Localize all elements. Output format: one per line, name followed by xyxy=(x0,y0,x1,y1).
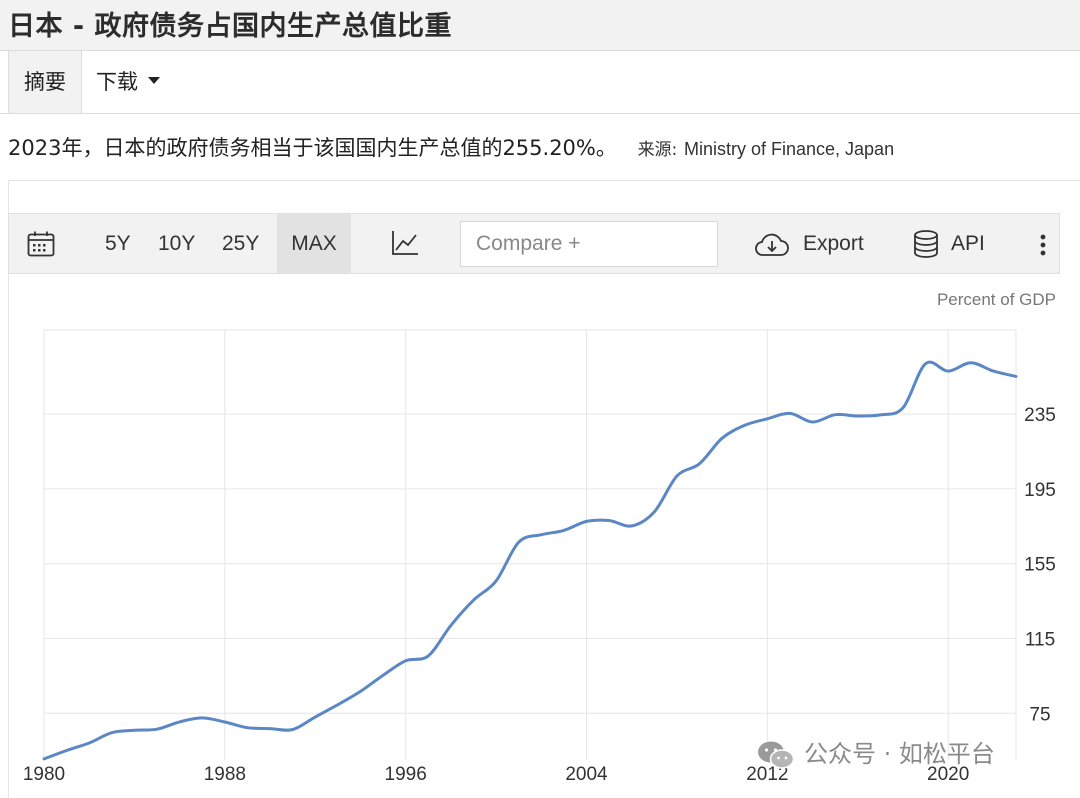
range-10y[interactable]: 10Y xyxy=(158,232,196,255)
range-25y[interactable]: 25Y xyxy=(222,232,260,255)
more-vertical-icon[interactable] xyxy=(1039,233,1047,261)
series-layer xyxy=(42,360,1018,761)
tab-download[interactable]: 下载 xyxy=(96,51,160,113)
tab-download-label: 下载 xyxy=(96,70,138,94)
y-tick-label: 235 xyxy=(1024,405,1056,426)
caret-down-icon xyxy=(148,76,160,84)
tab-summary[interactable]: 摘要 xyxy=(8,51,82,113)
grid-lines xyxy=(43,329,1017,760)
watermark: 公众号 · 如松平台 xyxy=(756,736,995,772)
x-tick-label: 2012 xyxy=(746,764,788,785)
y-tick-label: 75 xyxy=(1029,704,1050,725)
y-tick-label: 115 xyxy=(1025,629,1055,650)
cloud-download-icon[interactable] xyxy=(754,232,790,262)
series-line xyxy=(42,360,1018,761)
chart-toolbar: 5Y 10Y 25Y MAX Compare + Export API xyxy=(8,213,1060,274)
source-label: 来源: xyxy=(637,140,678,160)
x-tick-label: 1980 xyxy=(23,764,65,785)
y-tick-label: 155 xyxy=(1024,555,1056,576)
range-max[interactable]: MAX xyxy=(277,214,351,273)
summary-line: 2023年，日本的政府债务相当于该国国内生产总值的255.20%。 来源: Mi… xyxy=(8,132,894,162)
chart-panel xyxy=(8,180,1080,798)
x-tick-label: 2004 xyxy=(565,764,608,785)
wechat-icon xyxy=(758,741,795,769)
page-title: 日本 - 政府债务占国内生产总值比重 xyxy=(8,11,453,42)
y-tick-label: 195 xyxy=(1024,480,1056,501)
summary-text: 2023年，日本的政府债务相当于该国国内生产总值的255.20%。 xyxy=(8,136,617,160)
api-button[interactable]: API xyxy=(951,232,985,255)
compare-input[interactable]: Compare + xyxy=(460,221,718,267)
line-chart-icon[interactable] xyxy=(391,230,419,260)
range-5y[interactable]: 5Y xyxy=(105,232,131,255)
export-button[interactable]: Export xyxy=(803,232,864,255)
x-tick-label: 1988 xyxy=(204,764,246,785)
source-value: Ministry of Finance, Japan xyxy=(683,139,895,159)
header-bar: 日本 - 政府债务占国内生产总值比重 xyxy=(0,0,1080,51)
database-icon[interactable] xyxy=(913,230,939,262)
tick-labels: 75 115 155 195 235 1980 1988 1996 2004 2012 2020 xyxy=(23,405,1056,785)
x-tick-label: 1996 xyxy=(385,764,427,785)
tab-bar: 摘要 下载 xyxy=(0,51,1080,114)
calendar-icon[interactable] xyxy=(27,231,55,261)
y-unit-label: Percent of GDP xyxy=(936,290,1056,309)
watermark-text: 公众号 · 如松平台 xyxy=(804,740,995,768)
x-tick-label: 2020 xyxy=(927,764,969,785)
